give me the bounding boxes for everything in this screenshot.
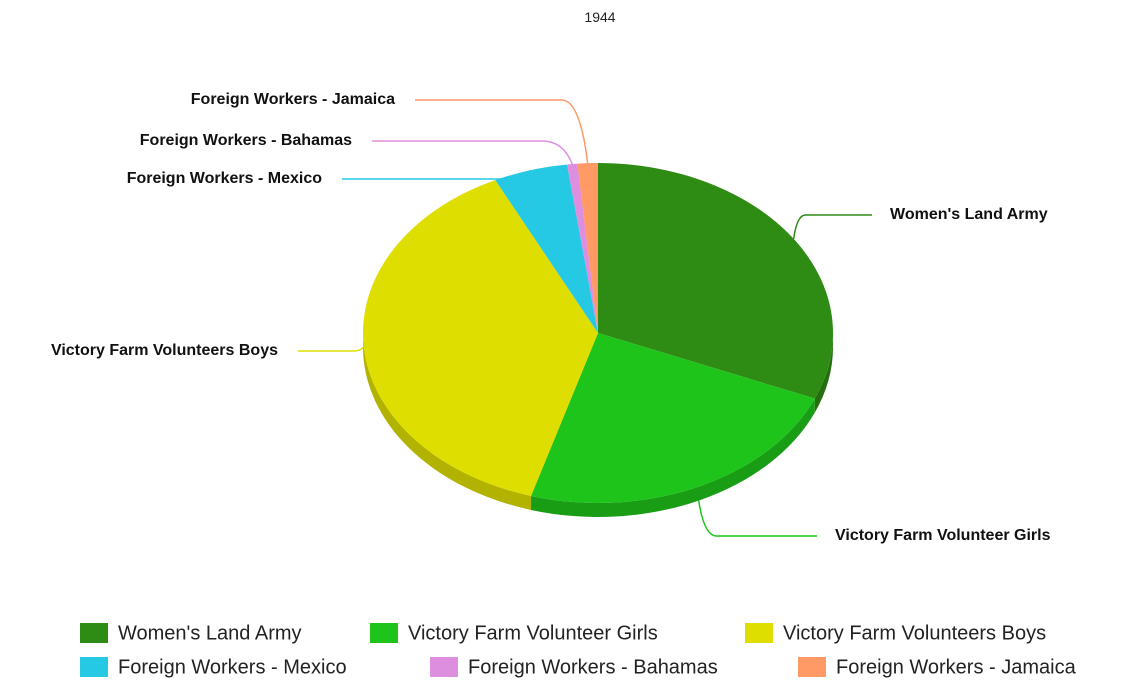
- pie-slice: [495, 164, 598, 333]
- legend-label: Foreign Workers - Mexico: [118, 656, 347, 678]
- pie-side: [531, 398, 815, 517]
- legend-swatch: [80, 657, 108, 677]
- leader-line: [415, 99, 589, 164]
- legend-label: Foreign Workers - Jamaica: [836, 656, 1077, 678]
- legend-swatch: [80, 623, 108, 643]
- legend-label: Victory Farm Volunteers Boys: [783, 622, 1046, 644]
- slice-label: Foreign Workers - Mexico: [127, 170, 323, 187]
- legend-swatch: [745, 623, 773, 643]
- leader-line: [697, 500, 817, 537]
- leader-line: [792, 214, 872, 239]
- legend-label: Victory Farm Volunteer Girls: [408, 622, 658, 644]
- pie-side: [814, 333, 833, 413]
- slice-label: Women's Land Army: [890, 206, 1048, 223]
- legend-swatch: [798, 657, 826, 677]
- pie-slice: [577, 163, 598, 333]
- legend-label: Foreign Workers - Bahamas: [468, 656, 718, 678]
- legend-swatch: [430, 657, 458, 677]
- slice-label: Foreign Workers - Bahamas: [140, 132, 352, 149]
- chart-title: 1944: [584, 9, 615, 25]
- pie-slice: [598, 163, 833, 399]
- legend-label: Women's Land Army: [118, 622, 302, 644]
- slice-label: Foreign Workers - Jamaica: [191, 91, 395, 108]
- slice-label: Victory Farm Volunteer Girls: [835, 527, 1051, 544]
- leader-line: [298, 346, 365, 352]
- pie-side: [363, 333, 532, 510]
- legend-swatch: [370, 623, 398, 643]
- slice-label: Victory Farm Volunteers Boys: [51, 342, 278, 359]
- leader-line: [372, 140, 573, 165]
- pie-slice: [531, 333, 815, 503]
- pie-slice: [567, 163, 598, 333]
- pie-slice: [363, 180, 598, 496]
- leader-line: [342, 169, 531, 180]
